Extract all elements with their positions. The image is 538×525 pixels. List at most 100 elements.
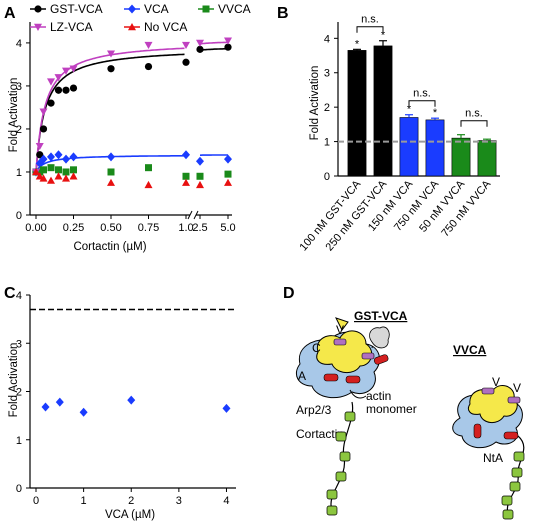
cortactin-repeat-right-4 [501, 495, 513, 506]
panel-c-xtick-label: 3 [176, 495, 182, 507]
ns-label-1: n.s. [361, 14, 379, 26]
legend-vvca-marker [202, 5, 210, 13]
panel-c-ytick-label: 4 [16, 290, 22, 302]
point-lz-vca [224, 37, 232, 45]
point-vvca [196, 172, 204, 180]
panel-b-ytick-label: 1 [324, 137, 330, 149]
point-gst-vca [36, 151, 44, 159]
point-vca-c [41, 402, 50, 412]
fit-curve-gst-vca-right [199, 47, 228, 51]
point-vca [107, 152, 115, 162]
point-no-vca [144, 180, 153, 189]
panel-a-ytick-label: 0 [16, 210, 22, 222]
panel-letter-b: B [277, 5, 289, 22]
panel-a-xtick-label: 1.0 [178, 222, 193, 234]
label-v-right-2: V [513, 381, 521, 395]
point-vvca [62, 168, 70, 176]
point-vvca [55, 166, 62, 174]
gst-dimer [369, 326, 390, 349]
point-lz-vca [182, 41, 190, 50]
point-vvca [182, 172, 190, 180]
panel-a-axis-break-1 [187, 210, 193, 220]
bar-5 [451, 137, 471, 177]
panel-letter-a: A [4, 5, 16, 22]
panel-a-xtick-label: 5.0 [220, 222, 235, 234]
panel-c-ytick-label: 0 [16, 483, 22, 495]
cortactin-repeat-left-5 [326, 489, 338, 500]
point-vca-c [79, 407, 88, 417]
point-gst-vca [39, 125, 48, 133]
point-no-vca [47, 176, 55, 184]
panel-a-chart: Fold Activation Cortactin (µM) 0 1 2 3 4 0.00… [8, 2, 251, 253]
label-arp23: Arp2/3 [296, 403, 332, 417]
panel-c-ytick-label: 3 [16, 338, 22, 350]
point-no-vca [182, 178, 190, 186]
arp23-complex-right [452, 384, 523, 449]
panel-c-xtick-label: 4 [223, 495, 229, 507]
point-vvca [47, 164, 55, 172]
fit-curve-lz-vca-right [199, 41, 228, 45]
ns-bracket-1 [356, 26, 384, 33]
panel-letter-d: D [283, 285, 295, 302]
significance-star-2: * [381, 30, 386, 42]
point-gst-vca [196, 45, 204, 53]
nta-domain-right [503, 431, 519, 440]
panel-a-ytick-label: 2 [16, 124, 22, 136]
point-lz-vca [144, 41, 153, 50]
legend-vvca-label: VVCA [218, 2, 251, 16]
panel-a-ytick-label: 4 [16, 38, 22, 50]
a-domain-right [473, 423, 482, 439]
bar-6 [477, 140, 497, 177]
label-v-left: V [336, 323, 344, 337]
cortactin-repeat-right-5 [502, 509, 514, 520]
v-domain-left [333, 338, 347, 346]
fit-curve-gst-vca [35, 53, 185, 173]
point-gst-vca [62, 86, 70, 94]
bar-3 [399, 117, 419, 177]
label-cortactin: Cortactin [296, 427, 344, 441]
panel-c-xtick-label: 2 [128, 495, 134, 507]
point-no-vca [62, 174, 70, 182]
panel-a-axis-break-2 [193, 210, 199, 220]
bar-4 [425, 119, 445, 177]
label-a-left: A [298, 369, 306, 383]
panel-a-xtick-label: 0.00 [25, 222, 46, 234]
significance-star-4: * [433, 107, 438, 119]
cortactin-repeat-left-2 [335, 431, 347, 442]
point-vvca [145, 164, 152, 172]
label-nta: NtA [483, 451, 503, 465]
cortactin-repeat-right-2 [511, 467, 523, 478]
cortactin-repeat-left-3 [339, 451, 351, 462]
cortactin-repeat-left-1 [344, 411, 356, 422]
v-domain-right-1 [481, 387, 495, 395]
point-lz-vca [107, 50, 115, 58]
point-lz-vca [196, 39, 204, 47]
bar-1 [347, 50, 367, 177]
point-no-vca [196, 180, 204, 189]
point-vca [47, 152, 55, 162]
panel-a-xtick-label: 2.5 [192, 222, 207, 234]
point-vvca [40, 166, 47, 174]
ns-bracket-3 [460, 120, 488, 127]
legend-gst-vca-label: GST-VCA [50, 2, 103, 16]
label-c-left: C [312, 341, 321, 355]
panel-a-xlabel: Cortactin (µM) [73, 241, 146, 253]
label-actin: actin [366, 389, 391, 403]
ns-bracket-2 [408, 100, 436, 107]
a-domain-left-3 [373, 354, 389, 365]
legend-lz-vca-marker [34, 23, 42, 31]
point-gst-vca [107, 65, 115, 73]
panel-a-ylabel: Fold Activation [8, 78, 20, 153]
panel-c-ytick-label: 2 [16, 387, 22, 399]
a-domain-left-2 [345, 375, 361, 384]
point-vca-c [222, 403, 231, 413]
point-vvca [36, 168, 44, 176]
panel-c-xtick-label: 1 [81, 495, 87, 507]
point-no-vca [39, 174, 48, 182]
legend-vca-label: VCA [144, 2, 169, 16]
ns-label-3: n.s. [465, 108, 483, 120]
point-vvca [107, 168, 115, 176]
panel-a-xtick-label: 0.50 [100, 222, 121, 234]
panel-c-chart: Fold Activation VCA (µM) 0 1 2 3 4 0 1 2 3 4 [8, 290, 236, 521]
